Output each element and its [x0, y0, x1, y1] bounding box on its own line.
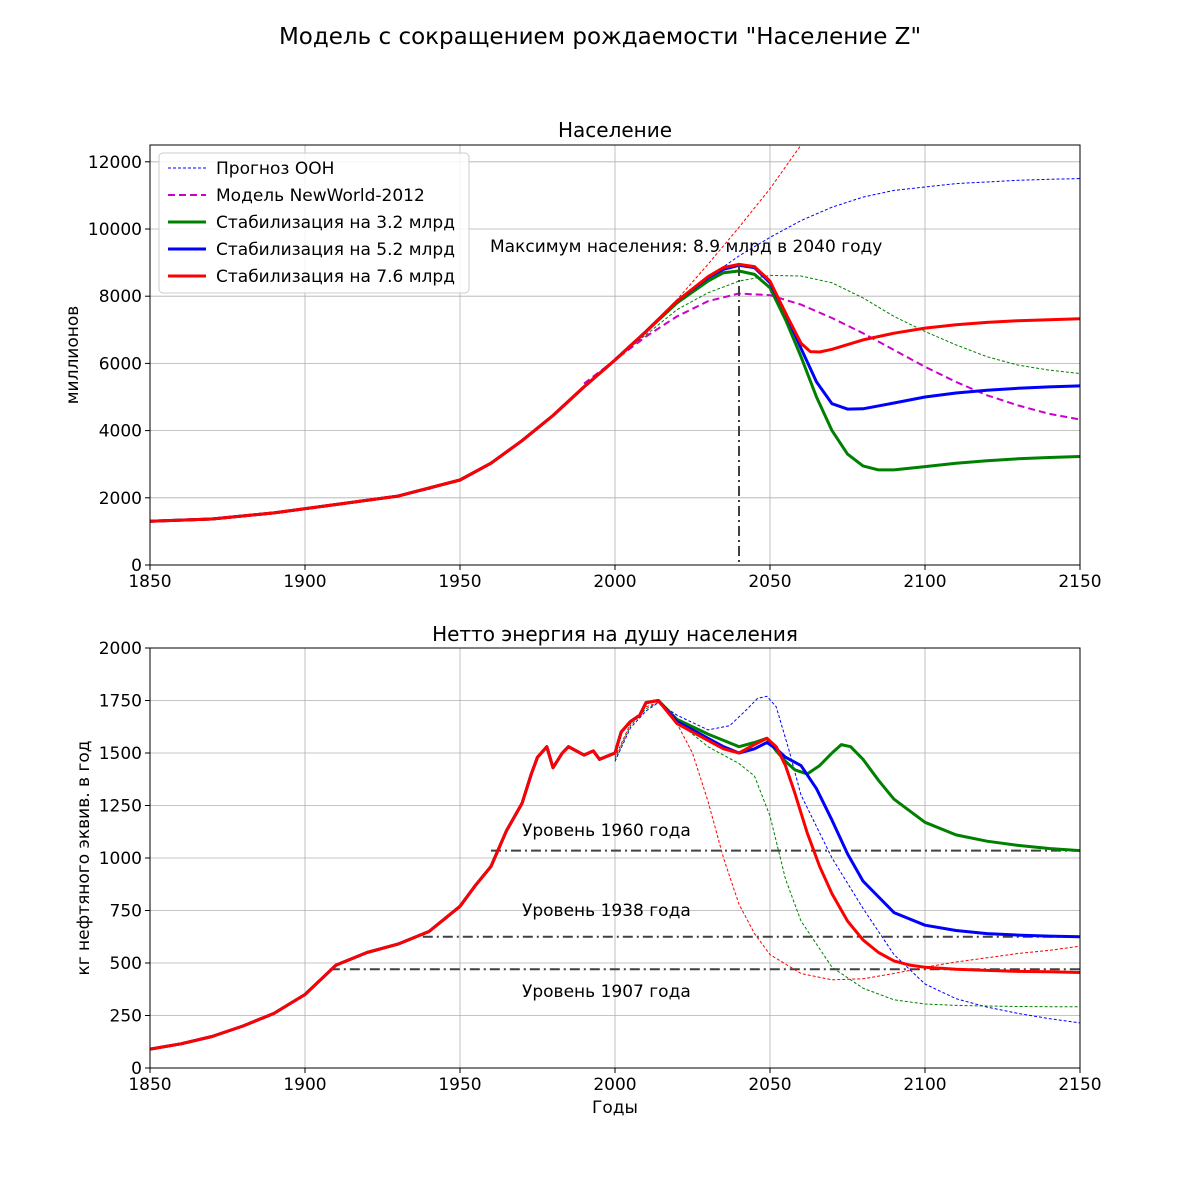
- legend-label-newworld: Модель NewWorld-2012: [216, 186, 425, 206]
- population-y-tick-label: 6000: [99, 354, 142, 374]
- population-peak-annotation: Максимум населения: 8.9 млрд в 2040 году: [490, 237, 882, 257]
- energy-y-tick-label: 1000: [99, 849, 142, 869]
- energy-reference-lines: [329, 849, 1080, 971]
- legend-label-un: Прогноз ООН: [216, 159, 334, 179]
- energy-chart: 1850 1900 1950 2000 2050 2100 2150 0 250 500 750 1…: [74, 622, 1102, 1118]
- figure-title: Модель с сокращением рождаемости "Населе…: [279, 24, 921, 50]
- population-x-tick-label: 2050: [748, 572, 791, 592]
- population-series: [150, 145, 1080, 523]
- population-series-line-2: [614, 274, 1080, 374]
- population-grid: [149, 145, 1081, 566]
- energy-x-tick-label: 2050: [748, 1075, 791, 1095]
- legend-label-5-2: Стабилизация на 5.2 млрд: [216, 240, 455, 260]
- population-y-label: миллионов: [63, 306, 83, 405]
- energy-x-tick-label: 1900: [283, 1075, 326, 1095]
- energy-x-tick-label: 2100: [903, 1075, 946, 1095]
- energy-y-tick-label: 750: [110, 902, 142, 922]
- population-y-tick-label: 10000: [88, 220, 142, 240]
- population-series-line-3: [583, 292, 1080, 421]
- population-x-ticks: 1850 1900 1950 2000 2050 2100 2150: [128, 565, 1102, 592]
- energy-chart-title: Нетто энергия на душу населения: [432, 622, 798, 646]
- energy-x-tick-label: 2000: [593, 1075, 636, 1095]
- population-y-ticks: 0 2000 4000 6000 8000 10000 12000: [88, 153, 150, 576]
- energy-x-ticks: 1850 1900 1950 2000 2050 2100 2150: [128, 1068, 1102, 1095]
- energy-y-tick-label: 1750: [99, 692, 142, 712]
- legend-label-7-6: Стабилизация на 7.6 млрд: [216, 267, 455, 287]
- population-chart-title: Население: [558, 118, 672, 142]
- energy-y-tick-label: 500: [110, 954, 142, 974]
- energy-series-line-1: [614, 702, 1080, 1008]
- energy-series-line-5: [150, 699, 1080, 1051]
- energy-series: [150, 695, 1080, 1051]
- energy-x-tick-label: 1850: [128, 1075, 171, 1095]
- energy-y-tick-label: 1500: [99, 744, 142, 764]
- population-x-tick-label: 2000: [593, 572, 636, 592]
- energy-y-ticks: 0 250 500 750 1000 1250 1500 1750 2000: [99, 639, 150, 1079]
- population-y-tick-label: 4000: [99, 422, 142, 442]
- energy-series-line-2: [614, 702, 1080, 981]
- energy-x-tick-label: 2150: [1058, 1075, 1101, 1095]
- population-y-tick-label: 2000: [99, 489, 142, 509]
- population-y-tick-label: 12000: [88, 153, 142, 173]
- population-x-tick-label: 2100: [903, 572, 946, 592]
- population-chart: 1850 1900 1950 2000 2050 2100 2150 0 2000 4000 60…: [63, 118, 1102, 592]
- population-legend: Прогноз ООН Модель NewWorld-2012 Стабили…: [158, 152, 470, 294]
- energy-x-tick-label: 1950: [438, 1075, 481, 1095]
- population-x-tick-label: 1950: [438, 572, 481, 592]
- population-x-tick-label: 1900: [283, 572, 326, 592]
- energy-y-label: кг нефтяного эквив. в год: [74, 740, 94, 975]
- energy-y-tick-label: 2000: [99, 639, 142, 659]
- legend-box: [158, 152, 470, 294]
- population-y-tick-label: 0: [131, 556, 142, 576]
- level-1960-label: Уровень 1960 года: [522, 821, 691, 841]
- legend-label-3-2: Стабилизация на 3.2 млрд: [216, 213, 455, 233]
- population-x-tick-label: 1850: [128, 572, 171, 592]
- energy-y-tick-label: 1250: [99, 797, 142, 817]
- level-1907-label: Уровень 1907 года: [522, 982, 691, 1002]
- level-1938-label: Уровень 1938 года: [522, 901, 691, 921]
- energy-x-label: Годы: [592, 1098, 638, 1118]
- population-y-tick-label: 8000: [99, 287, 142, 307]
- population-x-tick-label: 2150: [1058, 572, 1101, 592]
- population-series-line-6: [150, 262, 1080, 523]
- energy-y-tick-label: 250: [110, 1007, 142, 1027]
- energy-y-tick-label: 0: [131, 1059, 142, 1079]
